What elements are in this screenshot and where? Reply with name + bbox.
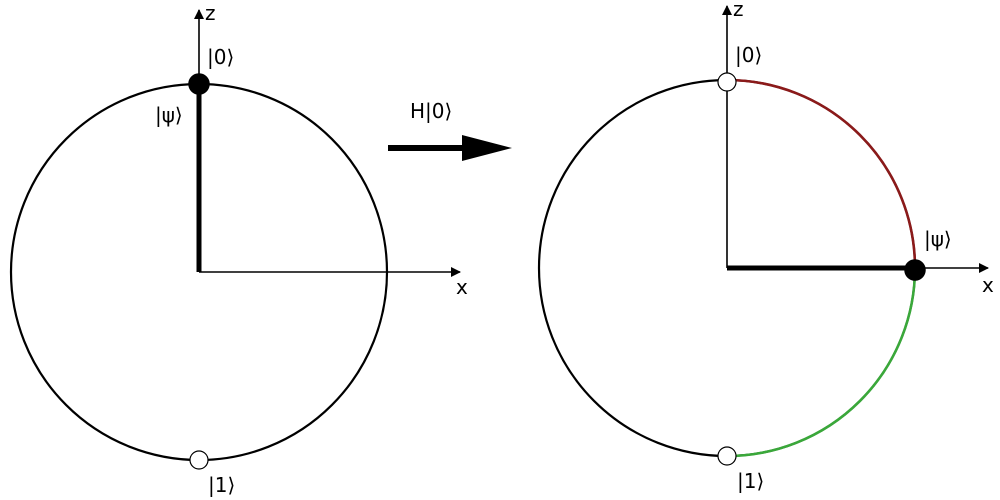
right-ket0-marker	[717, 72, 737, 92]
right-psi-marker	[904, 259, 926, 281]
operation-label: H|0⟩	[410, 99, 452, 123]
right-upper-arc	[726, 78, 917, 269]
right-psi-label: |ψ⟩	[924, 227, 952, 251]
right-ket1-marker	[717, 446, 737, 466]
right-ket0-label: |0⟩	[735, 43, 762, 67]
right-bloch-sphere: z x |0⟩ |ψ⟩ |1⟩	[537, 0, 994, 493]
left-bloch-sphere: z x |0⟩ |ψ⟩ |1⟩	[9, 1, 468, 497]
operation-arrow-head	[462, 135, 512, 161]
right-ket1-label: |1⟩	[737, 469, 764, 493]
hadamard-operation: H|0⟩	[388, 99, 512, 161]
left-ket1-label: |1⟩	[208, 473, 235, 497]
left-psi-label: |ψ⟩	[155, 103, 183, 127]
right-x-label: x	[982, 273, 994, 297]
right-lower-arc	[726, 267, 917, 458]
left-psi-marker	[188, 73, 210, 95]
right-z-label: z	[733, 0, 744, 21]
left-z-label: z	[205, 1, 216, 25]
left-x-label: x	[456, 275, 468, 299]
left-ket0-label: |0⟩	[207, 45, 234, 69]
left-ket1-marker	[189, 450, 209, 470]
